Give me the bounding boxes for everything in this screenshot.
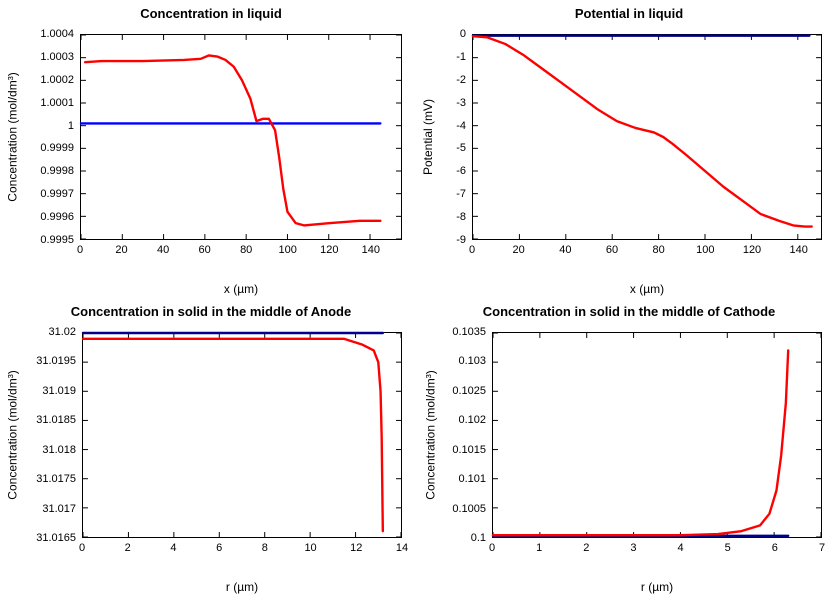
y-tick-label: 1 (4, 120, 74, 132)
y-tick-label: 0.1025 (422, 385, 486, 397)
y-tick-label: 0.103 (422, 355, 486, 367)
y-tick-label: 1.0004 (4, 28, 74, 40)
y-tick-label: -4 (422, 120, 466, 132)
x-tick-label: 12 (350, 542, 362, 554)
y-tick-label: 0.1 (422, 532, 486, 544)
x-tick-label: 120 (320, 244, 338, 256)
y-tick-label: -2 (422, 74, 466, 86)
x-tick-label: 0 (469, 244, 475, 256)
panel-concentration-anode: Concentration in solid in the middle of … (4, 302, 418, 596)
x-axis-label: x (µm) (80, 282, 402, 296)
plot-area (80, 34, 402, 240)
x-tick-label: 1 (536, 542, 542, 554)
x-tick-label: 5 (725, 542, 731, 554)
x-tick-label: 60 (199, 244, 211, 256)
y-tick-label: -5 (422, 142, 466, 154)
x-tick-label: 4 (170, 542, 176, 554)
x-tick-label: 80 (240, 244, 252, 256)
x-tick-label: 20 (115, 244, 127, 256)
y-tick-label: 0.9996 (4, 211, 74, 223)
x-tick-label: 0 (77, 244, 83, 256)
y-tick-label: 0.102 (422, 414, 486, 426)
x-tick-label: 100 (696, 244, 714, 256)
plot-svg (81, 35, 401, 239)
y-tick-label: 0.1035 (422, 326, 486, 338)
x-tick-label: 140 (362, 244, 380, 256)
y-tick-label: -7 (422, 188, 466, 200)
x-tick-label: 2 (583, 542, 589, 554)
y-tick-label: 31.0185 (4, 414, 76, 426)
plot-svg (473, 35, 821, 239)
x-tick-label: 7 (819, 542, 825, 554)
y-tick-label: 0.9997 (4, 188, 74, 200)
x-tick-label: 4 (678, 542, 684, 554)
chart-title: Concentration in liquid (4, 6, 418, 21)
y-tick-label: 0.9998 (4, 165, 74, 177)
x-axis-label: r (µm) (492, 580, 822, 594)
y-tick-label: -1 (422, 51, 466, 63)
x-tick-label: 6 (216, 542, 222, 554)
x-tick-label: 14 (396, 542, 408, 554)
y-tick-label: -9 (422, 234, 466, 246)
x-tick-label: 0 (489, 542, 495, 554)
y-tick-label: 0.9999 (4, 142, 74, 154)
x-tick-label: 3 (630, 542, 636, 554)
plot-area (492, 332, 822, 538)
x-tick-label: 60 (606, 244, 618, 256)
y-tick-label: 31.018 (4, 444, 76, 456)
x-tick-label: 2 (125, 542, 131, 554)
y-tick-label: 31.0165 (4, 532, 76, 544)
plot-svg (493, 333, 821, 537)
x-tick-label: 40 (157, 244, 169, 256)
y-tick-label: 0.1015 (422, 444, 486, 456)
y-tick-label: 0.1005 (422, 503, 486, 515)
y-tick-label: 31.017 (4, 503, 76, 515)
y-tick-label: 0 (422, 28, 466, 40)
y-tick-label: 31.019 (4, 385, 76, 397)
y-tick-label: 31.0175 (4, 473, 76, 485)
y-tick-label: 0.101 (422, 473, 486, 485)
x-tick-label: 100 (279, 244, 297, 256)
x-tick-label: 140 (789, 244, 807, 256)
plot-svg (83, 333, 401, 537)
y-tick-label: 1.0003 (4, 51, 74, 63)
chart-title: Potential in liquid (422, 6, 836, 21)
y-tick-label: -3 (422, 97, 466, 109)
y-tick-label: 31.02 (4, 326, 76, 338)
x-tick-label: 0 (79, 542, 85, 554)
y-tick-label: 1.0002 (4, 74, 74, 86)
y-tick-label: 31.0195 (4, 355, 76, 367)
chart-title: Concentration in solid in the middle of … (4, 304, 418, 319)
x-tick-label: 10 (304, 542, 316, 554)
panel-concentration-cathode: Concentration in solid in the middle of … (422, 302, 836, 596)
x-tick-label: 80 (653, 244, 665, 256)
chart-grid: Concentration in liquid Concentration (m… (0, 0, 840, 600)
y-tick-label: 1.0001 (4, 97, 74, 109)
chart-title: Concentration in solid in the middle of … (422, 304, 836, 319)
y-axis-label: Potential (mV) (421, 99, 435, 175)
x-tick-label: 6 (772, 542, 778, 554)
x-axis-label: r (µm) (82, 580, 402, 594)
y-tick-label: 0.9995 (4, 234, 74, 246)
x-tick-label: 120 (743, 244, 761, 256)
x-tick-label: 8 (262, 542, 268, 554)
y-tick-label: -6 (422, 165, 466, 177)
x-tick-label: 40 (559, 244, 571, 256)
plot-area (472, 34, 822, 240)
y-tick-label: -8 (422, 211, 466, 223)
plot-area (82, 332, 402, 538)
panel-potential-liquid: Potential in liquid Potential (mV) x (µm… (422, 4, 836, 298)
y-axis-label: Concentration (mol/dm³) (5, 72, 19, 201)
x-axis-label: x (µm) (472, 282, 822, 296)
x-tick-label: 20 (513, 244, 525, 256)
panel-concentration-liquid: Concentration in liquid Concentration (m… (4, 4, 418, 298)
